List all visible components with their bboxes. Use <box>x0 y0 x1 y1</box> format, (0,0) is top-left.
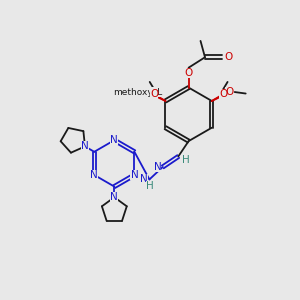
Text: N: N <box>140 174 148 184</box>
Text: H: H <box>182 155 190 165</box>
Text: N: N <box>130 170 138 180</box>
Text: N: N <box>90 170 98 180</box>
Text: O: O <box>184 68 193 78</box>
Text: O: O <box>144 87 152 97</box>
Text: N: N <box>81 141 89 152</box>
Text: O: O <box>225 52 233 62</box>
Text: O: O <box>150 89 158 99</box>
Text: O: O <box>219 89 227 99</box>
Text: N: N <box>110 135 118 145</box>
Text: O: O <box>225 87 233 97</box>
Text: N: N <box>110 192 118 202</box>
Text: N: N <box>154 162 161 172</box>
Text: H: H <box>146 181 154 191</box>
Text: methoxy_L: methoxy_L <box>113 88 162 97</box>
